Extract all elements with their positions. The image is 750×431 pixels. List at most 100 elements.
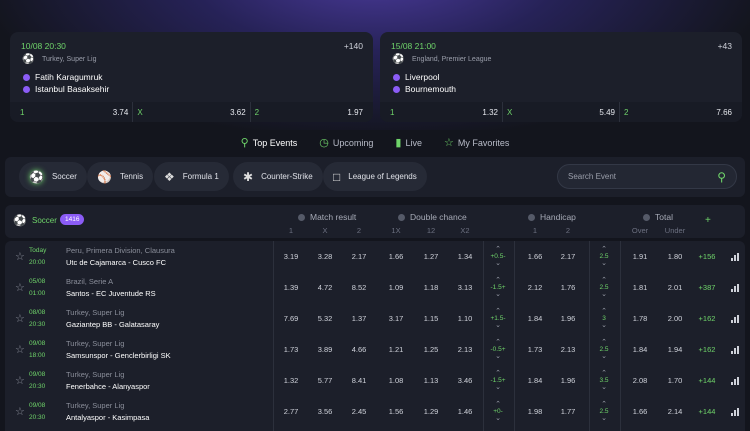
handicap-line-stepper[interactable]: ⌃ -1.5+ ⌄ [483,272,513,303]
chevron-down-icon[interactable]: ⌄ [495,260,501,267]
odds-button[interactable]: 1.21 [388,345,404,354]
odds-button[interactable]: 1.39 [283,283,299,292]
favorite-star-icon[interactable]: ☆ [15,375,25,387]
tab-upcoming[interactable]: ◷ Upcoming [319,136,373,149]
odds-button[interactable]: 2.45 [351,407,367,416]
odds-button[interactable]: 3.17 [388,314,404,323]
odds-button[interactable]: 1.10 [457,314,473,323]
chevron-up-icon[interactable]: ⌃ [495,246,501,253]
favorite-star-icon[interactable]: ☆ [15,251,25,263]
tab-live[interactable]: ▮ Live [395,136,422,149]
odds-button[interactable]: 3.56 [317,407,333,416]
odds-button[interactable]: 5.77 [317,376,333,385]
odds-button[interactable]: 2.13 [457,345,473,354]
odds-button[interactable]: 1.96 [560,376,576,385]
more-markets[interactable]: +140 [343,41,363,51]
info-icon[interactable] [528,214,535,222]
odds-button[interactable]: 1.98 [527,407,543,416]
odds-button[interactable]: 1.34 [457,252,473,261]
search-icon[interactable]: ⚲ [717,169,726,184]
match-teams[interactable]: Utc de Cajamarca - Cusco FC [66,258,167,267]
more-markets-link[interactable]: +156 [698,252,716,261]
table-row[interactable]: ☆ Today 20:00 Peru, Primera Division, Cl… [5,241,745,272]
odds-button[interactable]: 2.01 [667,283,683,292]
odds-button[interactable]: 1.32 [283,376,299,385]
chevron-down-icon[interactable]: ⌄ [601,260,607,267]
odds-button[interactable]: 7.69 [283,314,299,323]
handicap-line-stepper[interactable]: ⌃ +0- ⌄ [483,396,513,427]
match-teams[interactable]: Gaziantep BB - Galatasaray [66,320,160,329]
odds-button[interactable]: 1.96 [560,314,576,323]
chevron-down-icon[interactable]: ⌄ [495,384,501,391]
odds-button[interactable]: 3.19 [283,252,299,261]
chevron-up-icon[interactable]: ⌃ [495,401,501,408]
sport-tennis[interactable]: ⚾ Tennis [87,162,154,191]
odds-button[interactable]: 2 7.66 [620,102,736,122]
chevron-up-icon[interactable]: ⌃ [601,370,607,377]
chevron-up-icon[interactable]: ⌃ [495,370,501,377]
odds-button[interactable]: 1.84 [527,314,543,323]
total-line-stepper[interactable]: ⌃ 3 ⌄ [589,303,619,334]
handicap-line-stepper[interactable]: ⌃ +1.5- ⌄ [483,303,513,334]
tab-top-events[interactable]: ⚲ Top Events [241,136,298,149]
handicap-line-stepper[interactable]: ⌃ -0.5+ ⌄ [483,334,513,365]
chevron-up-icon[interactable]: ⌃ [495,277,501,284]
info-icon[interactable] [298,214,305,222]
featured-event-card[interactable]: 10/08 20:30 +140 ⚽ Turkey, Super Lig Fat… [10,32,373,122]
odds-button[interactable]: 1.73 [283,345,299,354]
total-line-stepper[interactable]: ⌃ 2.5 ⌄ [589,396,619,427]
odds-button[interactable]: 8.52 [351,283,367,292]
odds-button[interactable]: 3.46 [457,376,473,385]
odds-button[interactable]: 1.80 [667,252,683,261]
odds-button[interactable]: 2.00 [667,314,683,323]
odds-button[interactable]: 1.66 [527,252,543,261]
odds-button[interactable]: 1.09 [388,283,404,292]
odds-button[interactable]: 1.76 [560,283,576,292]
odds-button[interactable]: 2 1.97 [251,102,367,122]
odds-button[interactable]: 1.84 [527,376,543,385]
favorite-star-icon[interactable]: ☆ [15,406,25,418]
odds-button[interactable]: 1.46 [457,407,473,416]
more-markets-link[interactable]: +144 [698,407,716,416]
info-icon[interactable] [398,214,405,222]
favorite-star-icon[interactable]: ☆ [15,282,25,294]
odds-button[interactable]: 1.81 [632,283,648,292]
chevron-up-icon[interactable]: ⌃ [495,308,501,315]
odds-button[interactable]: 1.18 [423,283,439,292]
table-row[interactable]: ☆ 09/08 20:30 Turkey, Super Lig Antalyas… [5,396,745,427]
table-row[interactable]: ☆ 09/08 18:00 Turkey, Super Lig Samsunsp… [5,334,745,365]
odds-button[interactable]: 1.73 [527,345,543,354]
chevron-up-icon[interactable]: ⌃ [601,339,607,346]
total-line-stepper[interactable]: ⌃ 2.5 ⌄ [589,241,619,272]
total-line-stepper[interactable]: ⌃ 3.5 ⌄ [589,365,619,396]
odds-button[interactable]: 2.17 [351,252,367,261]
more-markets-link[interactable]: +162 [698,314,716,323]
stats-icon[interactable] [731,365,739,396]
sport-formula-1[interactable]: ❖ Formula 1 [154,162,229,191]
chevron-down-icon[interactable]: ⌄ [601,291,607,298]
odds-button[interactable]: 4.72 [317,283,333,292]
chevron-down-icon[interactable]: ⌄ [495,415,501,422]
chevron-up-icon[interactable]: ⌃ [601,246,607,253]
featured-event-card[interactable]: 15/08 21:00 +43 ⚽ England, Premier Leagu… [380,32,742,122]
odds-button[interactable]: 1.94 [667,345,683,354]
odds-button[interactable]: X 5.49 [503,102,620,122]
odds-button[interactable]: 1.70 [667,376,683,385]
odds-button[interactable]: X 3.62 [133,102,251,122]
table-row[interactable]: ☆ 09/08 20:30 Turkey, Super Lig Fenerbah… [5,365,745,396]
odds-button[interactable]: 1.66 [388,252,404,261]
chevron-down-icon[interactable]: ⌄ [601,415,607,422]
odds-button[interactable]: 3.13 [457,283,473,292]
table-row[interactable]: ☆ 08/08 20:30 Turkey, Super Lig Gaziante… [5,303,745,334]
odds-button[interactable]: 2.77 [283,407,299,416]
total-line-stepper[interactable]: ⌃ 2.5 ⌄ [589,334,619,365]
chevron-down-icon[interactable]: ⌄ [495,322,501,329]
odds-button[interactable]: 1 1.32 [386,102,503,122]
chevron-down-icon[interactable]: ⌄ [495,353,501,360]
match-teams[interactable]: Santos - EC Juventude RS [66,289,156,298]
more-markets[interactable]: +43 [717,41,732,51]
odds-button[interactable]: 2.13 [560,345,576,354]
odds-button[interactable]: 2.17 [560,252,576,261]
sport-league-of-legends[interactable]: □ League of Legends [323,162,427,191]
odds-button[interactable]: 1.27 [423,252,439,261]
